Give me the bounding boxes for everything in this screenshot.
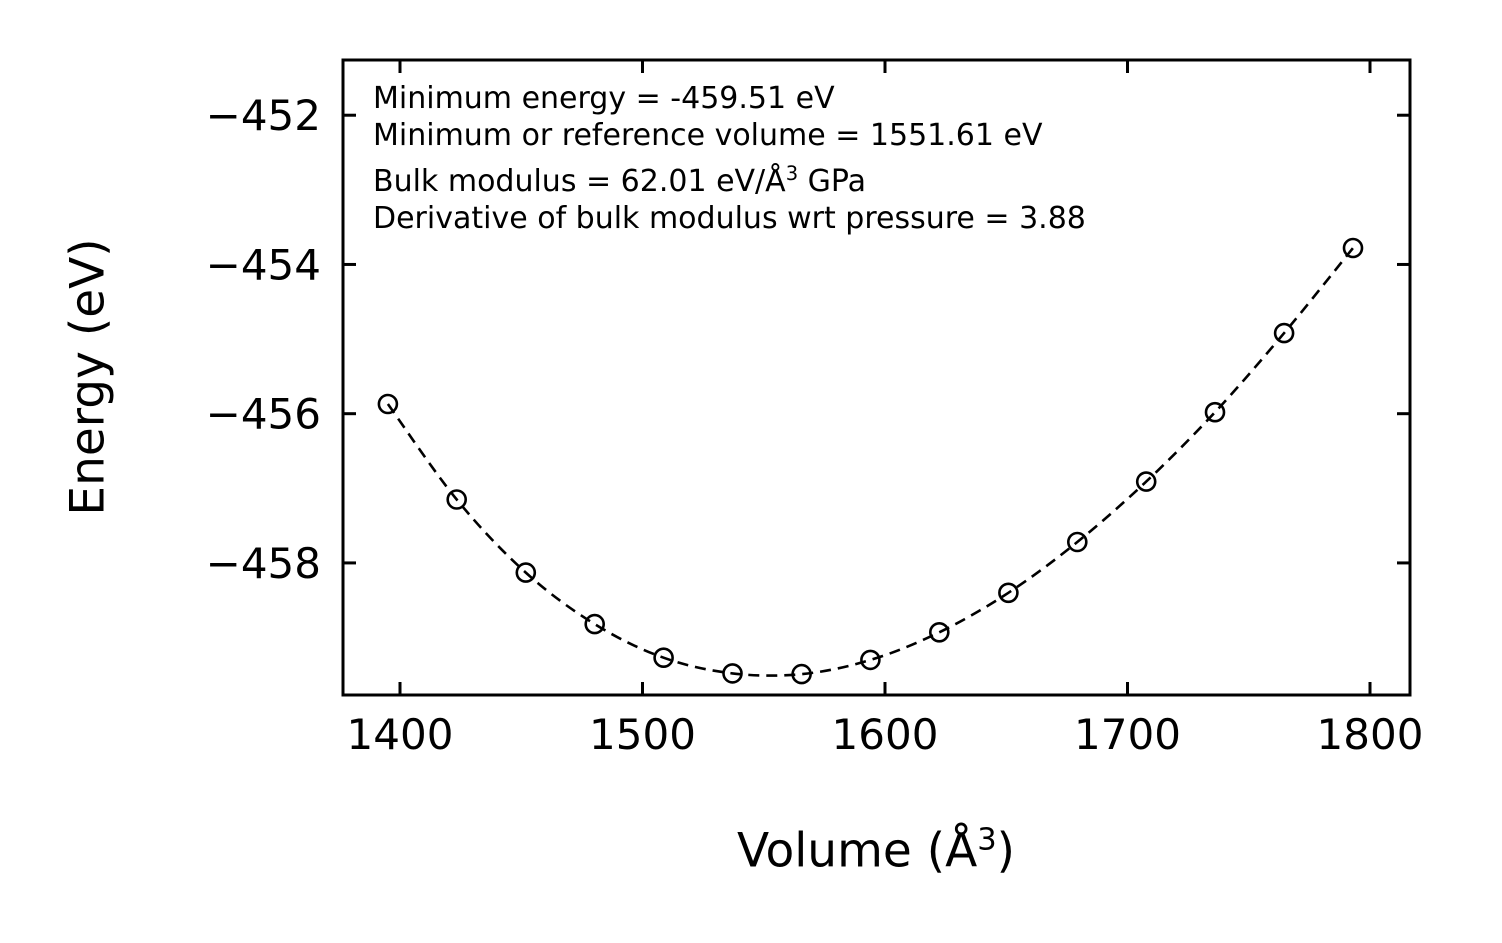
data-point-marker [1135, 471, 1157, 492]
annotation-text: Minimum energy = -459.51 eV [373, 81, 835, 116]
annotation-line: Minimum energy = -459.51 eV [373, 80, 1086, 117]
data-point-marker [653, 647, 674, 669]
data-point-marker [722, 663, 743, 684]
annotation-line: Bulk modulus = 62.01 eV/Å3 GPa [373, 163, 1086, 200]
y-tick-label: −454 [206, 240, 321, 289]
data-point-marker [377, 393, 399, 415]
data-point-marker [791, 663, 812, 685]
annotation-text: Bulk modulus = 62.01 eV/Å [373, 164, 786, 199]
x-tick-label: 1800 [1317, 710, 1424, 759]
x-tick-label: 1700 [1074, 710, 1181, 759]
data-point-marker [1067, 531, 1088, 553]
data-point-marker [860, 649, 881, 671]
data-point-marker [446, 489, 468, 510]
data-point-marker [1204, 401, 1226, 423]
plot-spines [341, 58, 1412, 697]
annotation-line: Derivative of bulk modulus wrt pressure … [373, 200, 1086, 237]
xlabel-text: ) [996, 823, 1016, 879]
y-axis-label: Energy (eV) [60, 238, 116, 516]
data-point-marker [515, 562, 537, 583]
xlabel-superscript: 3 [977, 822, 997, 858]
y-tick-label: −458 [206, 539, 321, 588]
annotation-text: GPa [798, 164, 867, 199]
annotation-line: Minimum or reference volume = 1551.61 eV [373, 117, 1086, 154]
y-tick-label: −456 [206, 390, 321, 439]
annotation-superscript: 3 [785, 162, 799, 186]
fit-line [386, 247, 1355, 677]
data-point-marker [1273, 322, 1295, 344]
fit-results-annotation: Minimum energy = -459.51 eV Minimum or re… [373, 80, 1086, 237]
data-point-marker [584, 613, 606, 635]
annotation-text: Derivative of bulk modulus wrt pressure … [373, 201, 1086, 236]
data-point-marker [928, 621, 950, 643]
x-tick-label: 1400 [347, 710, 454, 759]
x-tick-label: 1500 [589, 710, 696, 759]
x-axis-label: Volume (Å3) [737, 824, 1015, 879]
annotation-text: Minimum or reference volume = 1551.61 eV [373, 118, 1043, 153]
data-point-marker [998, 582, 1019, 604]
x-axis-label-text: Volume (Å3) [737, 824, 1015, 879]
y-tick-label: −452 [206, 91, 321, 140]
x-tick-label: 1600 [832, 710, 939, 759]
data-point-marker [1342, 237, 1364, 259]
xlabel-text: Volume (Å [736, 823, 978, 879]
